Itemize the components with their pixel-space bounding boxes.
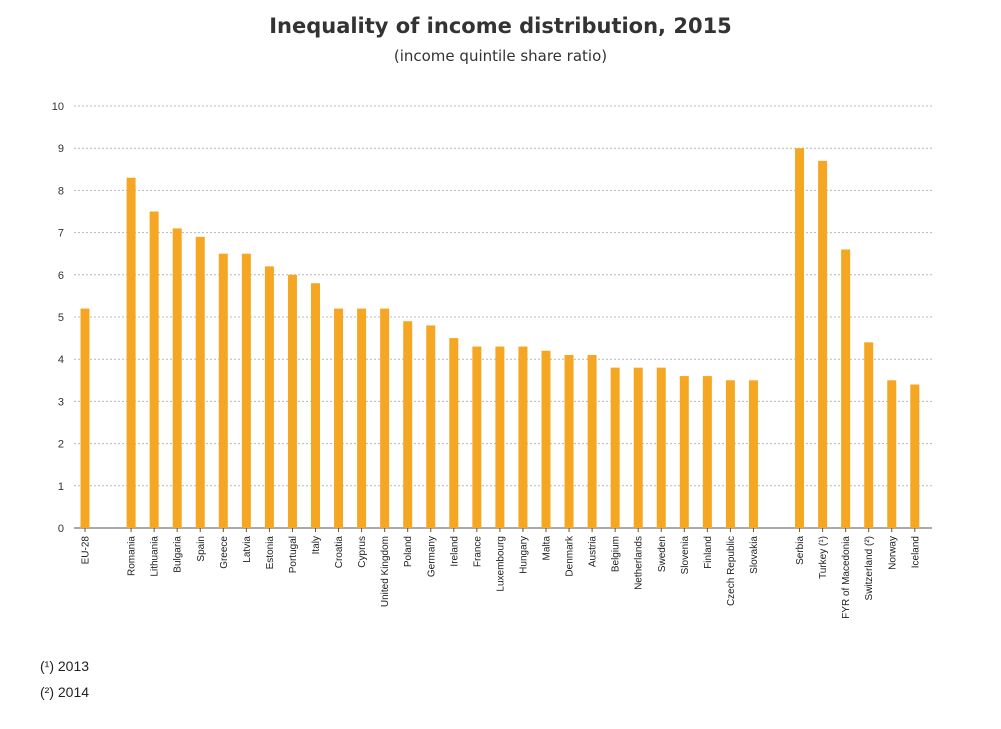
x-tick-label: EU-28	[81, 536, 92, 565]
x-tick-label: Romania	[127, 536, 138, 576]
x-tick-label: Hungary	[518, 536, 529, 574]
bar	[241, 253, 251, 528]
bar	[702, 376, 712, 528]
bar	[218, 253, 228, 528]
y-tick-label: 0	[58, 523, 64, 535]
y-tick-label: 8	[58, 185, 64, 197]
chart-subtitle: (income quintile share ratio)	[393, 47, 608, 65]
x-tick-label: Latvia	[242, 536, 253, 563]
x-tick-label: FYR of Macedonia	[841, 536, 852, 619]
x-tick-label: Poland	[403, 536, 414, 567]
x-tick-label: Italy	[311, 536, 322, 554]
y-tick-label: 7	[58, 228, 64, 240]
footnote-2014: (²) 2014	[40, 684, 90, 700]
bar	[818, 160, 828, 529]
bar	[633, 367, 643, 528]
bar	[864, 342, 874, 528]
bar	[587, 354, 597, 528]
bar	[287, 274, 297, 528]
x-tick-label: Slovakia	[749, 536, 760, 574]
y-tick-label: 2	[58, 439, 64, 451]
bar	[910, 384, 920, 528]
x-tick-label: Norway	[887, 536, 898, 570]
x-tick-label: Croatia	[334, 536, 345, 569]
x-tick-label: Serbia	[795, 536, 806, 565]
y-tick-label: 1	[58, 481, 64, 493]
bar	[126, 177, 136, 529]
y-tick-label: 5	[58, 312, 64, 324]
bar	[149, 211, 159, 528]
x-tick-label: Ireland	[449, 536, 460, 567]
x-tick-label: Malta	[542, 536, 553, 561]
x-tick-label: Luxembourg	[495, 536, 506, 592]
y-tick-label: 9	[58, 143, 64, 155]
chart-title: Inequality of income distribution, 2015	[269, 14, 732, 38]
bar	[380, 308, 390, 528]
bar	[564, 354, 574, 528]
x-tick-label: Lithuania	[150, 536, 161, 577]
y-tick-label: 10	[52, 101, 64, 113]
bar	[195, 236, 205, 528]
x-tick-label: Germany	[426, 536, 437, 577]
bar	[495, 346, 505, 528]
bar	[403, 321, 413, 528]
x-tick-label: Netherlands	[634, 536, 645, 590]
x-tick-label: Denmark	[565, 535, 576, 577]
x-tick-label: Sweden	[657, 536, 668, 572]
bar	[518, 346, 528, 528]
bar	[610, 367, 620, 528]
bar	[656, 367, 666, 528]
y-tick-label: 6	[58, 270, 64, 282]
x-tick-label: Spain	[196, 536, 207, 562]
x-tick-label: Turkey (¹)	[818, 536, 829, 579]
x-tick-label: Austria	[588, 536, 599, 568]
footnote-2013: (¹) 2013	[40, 658, 90, 674]
bar	[264, 266, 274, 528]
bar	[679, 376, 689, 528]
bar	[334, 308, 344, 528]
bar	[449, 338, 459, 528]
bar	[311, 283, 320, 528]
x-tick-label: Switzerland (²)	[864, 536, 875, 600]
bar	[357, 308, 367, 528]
x-tick-label: United Kingdom	[380, 536, 391, 607]
y-tick-label: 3	[58, 396, 64, 408]
x-tick-label: Bulgaria	[173, 536, 184, 573]
bar	[541, 350, 551, 528]
bar	[725, 380, 735, 528]
x-tick-label: Slovenia	[680, 536, 691, 575]
bar	[80, 308, 90, 528]
x-tick-label: Greece	[219, 536, 230, 569]
bar	[172, 228, 182, 528]
x-tick-label: France	[472, 536, 483, 568]
bar	[472, 346, 482, 528]
x-tick-label: Estonia	[265, 536, 276, 570]
bar	[841, 249, 851, 529]
x-tick-label: Belgium	[611, 536, 622, 572]
x-tick-label: Cyprus	[357, 536, 368, 568]
x-tick-label: Portugal	[288, 536, 299, 573]
y-tick-label: 4	[58, 354, 64, 366]
bar	[748, 380, 758, 528]
bar	[887, 380, 897, 528]
x-tick-label: Czech Republic	[726, 536, 737, 606]
bar	[795, 148, 805, 528]
x-tick-label: Iceland	[910, 536, 921, 568]
x-tick-label: Finland	[703, 536, 714, 569]
bar	[426, 325, 436, 528]
